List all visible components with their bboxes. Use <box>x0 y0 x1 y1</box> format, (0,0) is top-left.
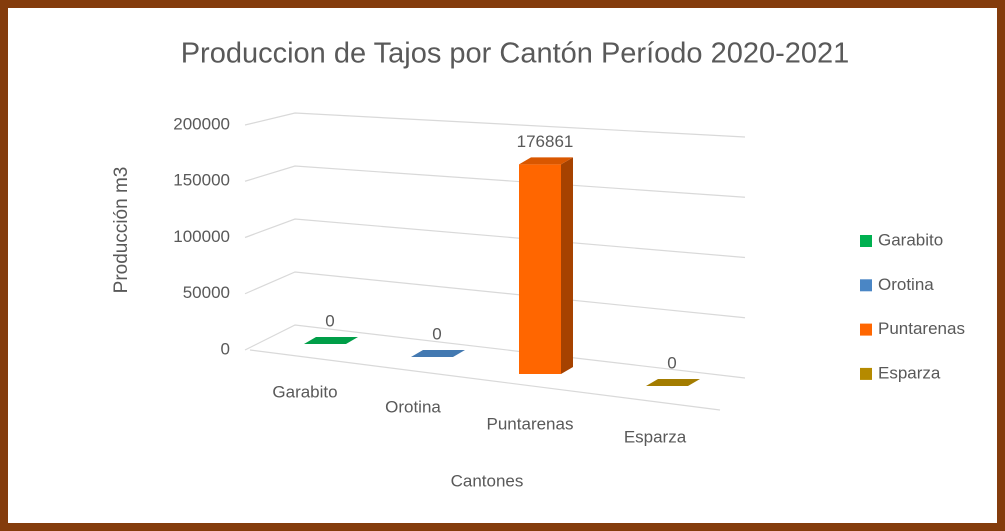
legend-label: Garabito <box>878 230 943 249</box>
bar-top <box>519 157 573 165</box>
bar-side <box>561 157 573 374</box>
bar <box>304 337 358 344</box>
data-label: 176861 <box>517 132 574 151</box>
x-tick-label: Puntarenas <box>487 414 574 433</box>
bar-top <box>304 337 358 344</box>
x-tick-label: Esparza <box>624 427 687 446</box>
bar-front <box>519 164 561 374</box>
y-tick-label: 100000 <box>173 227 230 246</box>
x-tick-label: Garabito <box>272 382 337 401</box>
legend-swatch <box>860 279 872 292</box>
grid-line <box>244 218 746 259</box>
grid-line <box>244 324 746 379</box>
bar-top <box>411 350 465 357</box>
grid-line <box>244 165 746 198</box>
grid-line <box>244 271 746 319</box>
bar-top <box>646 379 700 386</box>
bar <box>646 379 700 386</box>
data-label: 0 <box>432 324 441 343</box>
legend-label: Orotina <box>878 275 934 294</box>
y-tick-label: 50000 <box>183 283 230 302</box>
data-label: 0 <box>667 353 676 372</box>
legend-swatch <box>860 323 872 336</box>
legend-swatch <box>860 235 872 247</box>
grid-line <box>244 112 746 138</box>
x-tick-label: Orotina <box>385 397 441 416</box>
y-tick-label: 150000 <box>173 171 230 190</box>
chart-title: Produccion de Tajos por Cantón Período 2… <box>181 38 850 70</box>
legend-label: Esparza <box>878 363 941 382</box>
bar <box>519 157 573 374</box>
bar <box>411 350 465 357</box>
legend-swatch <box>860 367 872 380</box>
y-tick-label: 0 <box>221 339 230 358</box>
legend-label: Puntarenas <box>878 319 965 338</box>
y-tick-label: 200000 <box>173 114 230 133</box>
y-axis-title: Producción m3 <box>111 167 132 294</box>
floor-edge <box>249 349 721 411</box>
x-axis-title: Cantones <box>451 471 524 490</box>
data-label: 0 <box>325 311 334 330</box>
